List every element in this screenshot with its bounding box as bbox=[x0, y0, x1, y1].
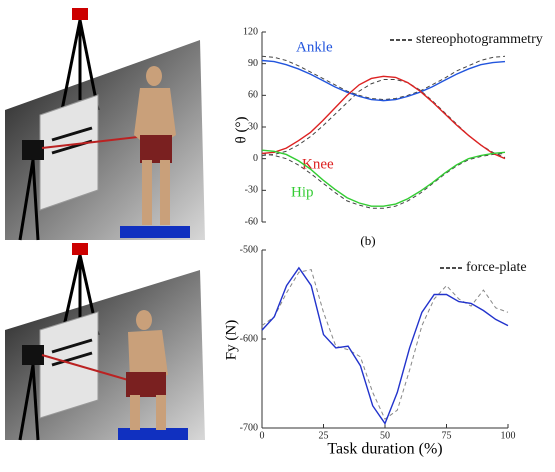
y-tick-label: 30 bbox=[248, 121, 258, 132]
x-tick-label: 50 bbox=[380, 430, 390, 441]
y-tick-label: 60 bbox=[248, 90, 258, 101]
series-label: Ankle bbox=[296, 39, 333, 55]
y-axis-label: Fy (N) bbox=[223, 320, 239, 360]
caption: (b) bbox=[360, 233, 375, 248]
x-tick-label: 100 bbox=[501, 430, 516, 441]
scene-top bbox=[5, 5, 205, 240]
y-tick-label: -60 bbox=[245, 216, 258, 227]
y-tick-label: -600 bbox=[240, 333, 258, 344]
legend-label: force-plate bbox=[466, 260, 527, 275]
y-tick-label: -700 bbox=[240, 422, 258, 433]
series-line bbox=[262, 268, 508, 424]
series-line bbox=[262, 76, 505, 158]
x-tick-label: 0 bbox=[260, 430, 265, 441]
y-tick-label: 0 bbox=[253, 153, 258, 164]
figure: 120 90 60 30 0 -30 -60 Ankle Knee Hip stereophotog… bbox=[0, 0, 555, 472]
series-label: Hip bbox=[291, 184, 314, 200]
reference-line bbox=[262, 270, 508, 420]
reference-line bbox=[262, 80, 505, 158]
scene-bottom bbox=[5, 243, 205, 440]
reference-line bbox=[262, 56, 505, 99]
x-tick-label: 25 bbox=[319, 430, 329, 441]
y-tick-label: 120 bbox=[243, 26, 258, 37]
x-tick-label: 75 bbox=[442, 430, 452, 441]
y-tick-label: 90 bbox=[248, 58, 258, 69]
series-label: Knee bbox=[302, 156, 334, 172]
y-axis-label: θ (°) bbox=[233, 117, 249, 144]
y-tick-label: -30 bbox=[245, 185, 258, 196]
y-tick-label: -500 bbox=[240, 244, 258, 255]
legend-label: stereophotogrammetry bbox=[416, 32, 543, 47]
series-line bbox=[262, 61, 505, 101]
x-axis-label: Task duration (%) bbox=[327, 441, 442, 458]
